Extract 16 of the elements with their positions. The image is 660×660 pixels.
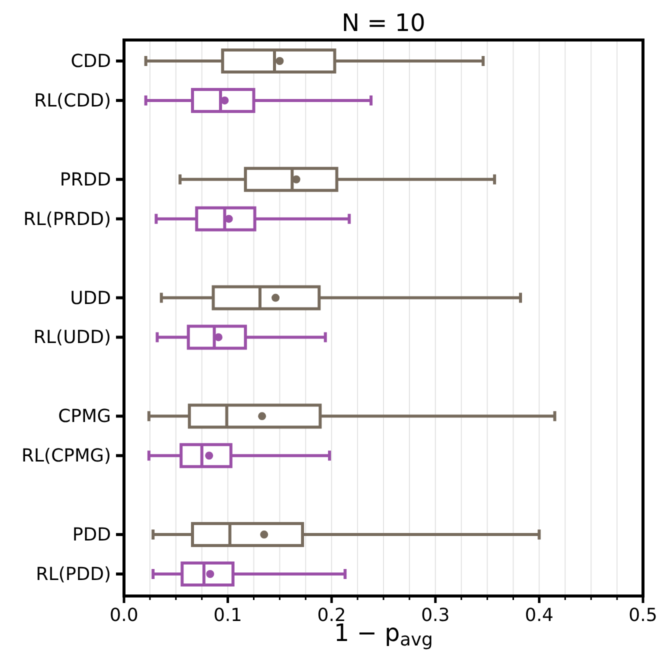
y-tick-label: CDD [70,51,111,72]
y-tick-label: PRDD [60,169,111,190]
y-tick-label: RL(CDD) [34,90,111,112]
y-tick-label: CPMG [58,406,111,428]
x-tick-label: 0.4 [524,605,554,626]
y-tick-label: UDD [70,288,111,309]
y-tick-label: RL(PRDD) [23,208,111,230]
x-tick-label: 0.1 [213,605,242,626]
y-tick-label: RL(CPMG) [22,446,111,467]
y-tick-label: PDD [72,524,111,546]
chart-title: N = 10 [342,9,426,37]
y-tick-label: RL(PDD) [36,564,111,585]
x-tick-label: 0.3 [421,605,450,626]
x-tick-label: 0.0 [110,605,138,626]
y-tick-label: RL(UDD) [34,327,111,348]
x-tick-label: 0.5 [628,605,658,626]
